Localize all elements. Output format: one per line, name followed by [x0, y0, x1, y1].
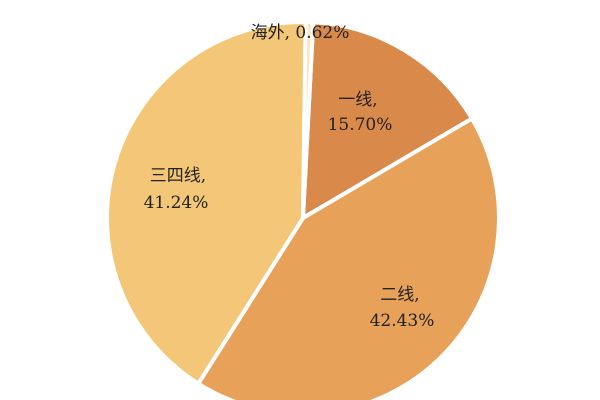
slice-label-tier1: 一线, — [338, 90, 377, 110]
slice-value-tier34: 41.24% — [144, 193, 209, 213]
slice-value-tier1: 15.70% — [328, 115, 393, 135]
pie-slice-tier34 — [105, 20, 308, 386]
slice-value-tier2: 42.43% — [370, 311, 435, 331]
pie-slice-tier1 — [301, 20, 474, 220]
slice-label-tier34: 三四线, — [150, 166, 206, 186]
slice-label-tier2: 二线, — [380, 285, 419, 305]
pie-slice-tier2 — [196, 116, 501, 400]
slice-label-overseas: 海外, 0.62% — [251, 23, 350, 43]
pie-slice-overseas — [301, 20, 316, 220]
